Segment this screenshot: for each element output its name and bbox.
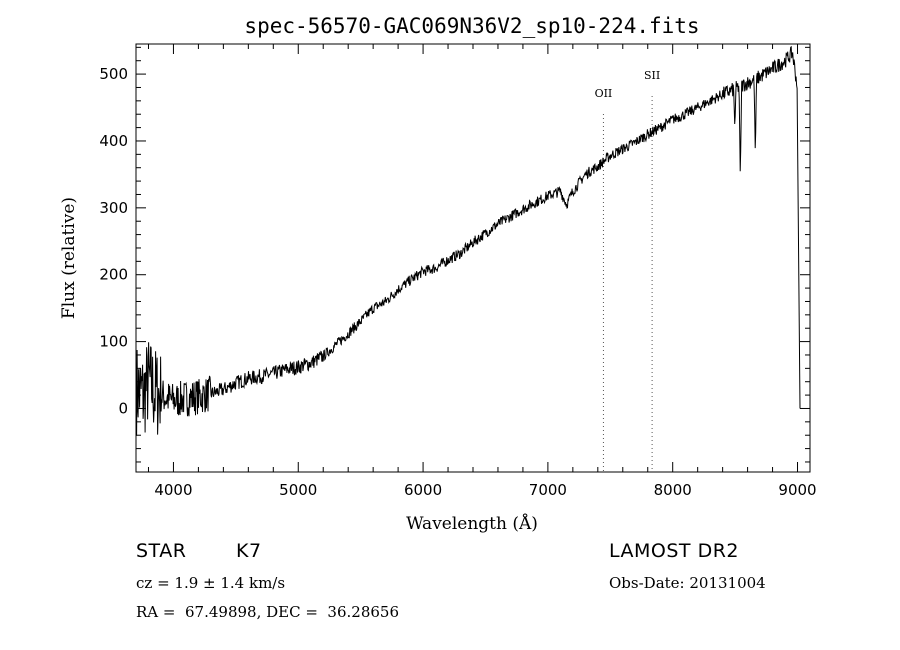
y-tick-label: 0 [118,399,128,417]
y-tick-label: 100 [99,333,128,351]
y-axis-label: Flux (relative) [59,197,79,319]
y-tick-label: 300 [99,199,128,217]
emission-line-markers: OII SII [595,69,660,472]
survey-name: LAMOST DR2 [609,540,739,562]
y-axis-ticks: 0 100 200 300 400 500 [99,46,810,463]
observation-date: Obs-Date: 20131004 [609,574,766,592]
plot-frame [135,43,811,473]
x-axis-ticks: 4000 5000 6000 7000 8000 9000 [147,44,817,499]
y-tick-label: 400 [99,132,128,150]
object-class: STAR [136,540,187,562]
y-tick-label: 500 [99,65,128,83]
x-tick-label: 7000 [529,481,567,499]
x-tick-label: 4000 [154,481,192,499]
redshift-cz: cz = 1.9 ± 1.4 km/s [136,574,286,592]
coordinates: RA = 67.49898, DEC = 36.28656 [136,603,400,621]
spectrum-line [136,45,801,436]
line-label-oii: OII [595,87,613,100]
x-tick-label: 6000 [404,481,442,499]
x-tick-label: 9000 [778,481,816,499]
chart-title: spec-56570-GAC069N36V2_sp10-224.fits [244,14,699,38]
x-tick-label: 8000 [654,481,692,499]
line-label-sii: SII [644,69,660,82]
object-subclass: K7 [236,540,262,562]
y-tick-label: 200 [99,266,128,284]
x-axis-label: Wavelength (Å) [406,513,538,534]
x-tick-label: 5000 [279,481,317,499]
